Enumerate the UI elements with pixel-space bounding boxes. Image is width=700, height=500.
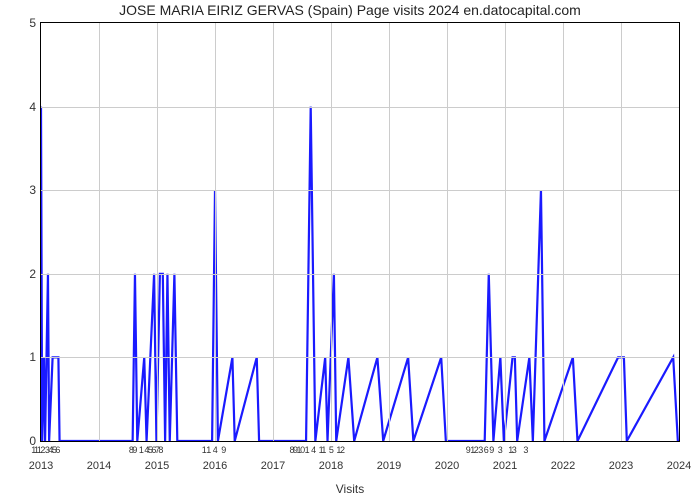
x-tick-year: 2022: [551, 460, 575, 472]
gridline-v: [331, 23, 332, 441]
gridline-v: [273, 23, 274, 441]
x-tick-year: 2013: [29, 460, 53, 472]
chart-container: JOSE MARIA EIRIZ GERVAS (Spain) Page vis…: [0, 0, 700, 500]
gridline-h: [41, 190, 679, 191]
gridline-v: [157, 23, 158, 441]
y-tick-label: 5: [29, 16, 36, 30]
gridline-v: [447, 23, 448, 441]
gridline-v: [215, 23, 216, 441]
x-tick-year: 2023: [609, 460, 633, 472]
y-tick-label: 1: [29, 350, 36, 364]
gridline-v: [563, 23, 564, 441]
x-tick-year: 2017: [261, 460, 285, 472]
line-series: [41, 23, 679, 441]
x-tick-year: 2015: [145, 460, 169, 472]
x-tick-year: 2021: [493, 460, 517, 472]
x-tick-marker: 89 1 45678: [129, 446, 162, 455]
gridline-h: [41, 107, 679, 108]
x-tick-year: 2014: [87, 460, 111, 472]
gridline-v: [389, 23, 390, 441]
x-tick-marker: 1 1 4 9: [202, 446, 225, 455]
plot-area: [40, 22, 680, 442]
x-tick-marker: 1112 3456: [31, 446, 59, 455]
x-tick-year: 2019: [377, 460, 401, 472]
y-tick-label: 4: [29, 100, 36, 114]
x-axis-label: Visits: [0, 482, 700, 496]
x-tick-year: 2018: [319, 460, 343, 472]
x-tick-year: 2024: [667, 460, 691, 472]
y-tick-label: 2: [29, 267, 36, 281]
gridline-v: [99, 23, 100, 441]
gridline-v: [505, 23, 506, 441]
x-tick-year: 2016: [203, 460, 227, 472]
x-tick-marker: 8910 1 4 11 5 12: [290, 446, 344, 455]
y-tick-label: 3: [29, 183, 36, 197]
gridline-h: [41, 274, 679, 275]
gridline-h: [41, 357, 679, 358]
gridline-v: [621, 23, 622, 441]
chart-title: JOSE MARIA EIRIZ GERVAS (Spain) Page vis…: [0, 2, 700, 18]
x-tick-year: 2020: [435, 460, 459, 472]
x-tick-marker: 9 12 3 6 9 3 13 3: [466, 446, 527, 455]
